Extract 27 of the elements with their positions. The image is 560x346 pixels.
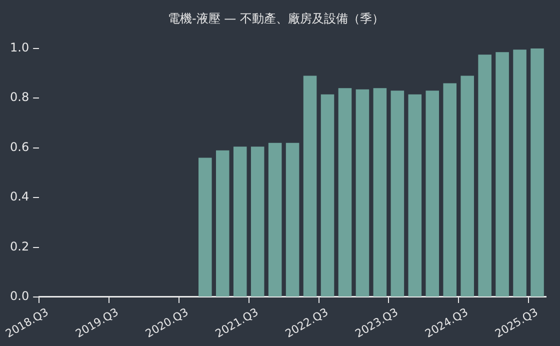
bar bbox=[443, 83, 457, 296]
chart-title: 電機-液壓 — 不動產、廠房及設備（季） bbox=[168, 11, 384, 26]
bar bbox=[530, 48, 544, 296]
y-tick-label: 0.4 bbox=[10, 190, 30, 204]
bar bbox=[198, 158, 212, 296]
bar bbox=[513, 50, 526, 296]
bar bbox=[320, 94, 334, 296]
bar bbox=[216, 150, 230, 296]
y-tick-label: 0.6 bbox=[10, 140, 30, 154]
bar bbox=[408, 94, 422, 296]
bar bbox=[338, 88, 352, 296]
bar bbox=[460, 76, 474, 296]
bar bbox=[268, 142, 282, 296]
y-tick-label: 1.0 bbox=[10, 40, 30, 55]
bar bbox=[356, 89, 370, 296]
bar bbox=[286, 142, 300, 296]
bar bbox=[390, 90, 404, 296]
bar bbox=[426, 90, 440, 296]
bar bbox=[496, 52, 509, 296]
bar bbox=[250, 146, 264, 296]
y-tick-label: 0.2 bbox=[10, 239, 30, 254]
bar bbox=[478, 54, 492, 296]
bar bbox=[373, 88, 387, 296]
y-tick-label: 0.0 bbox=[10, 289, 30, 304]
bar bbox=[233, 146, 247, 296]
bar bbox=[303, 76, 317, 296]
y-tick-label: 0.8 bbox=[10, 90, 30, 104]
